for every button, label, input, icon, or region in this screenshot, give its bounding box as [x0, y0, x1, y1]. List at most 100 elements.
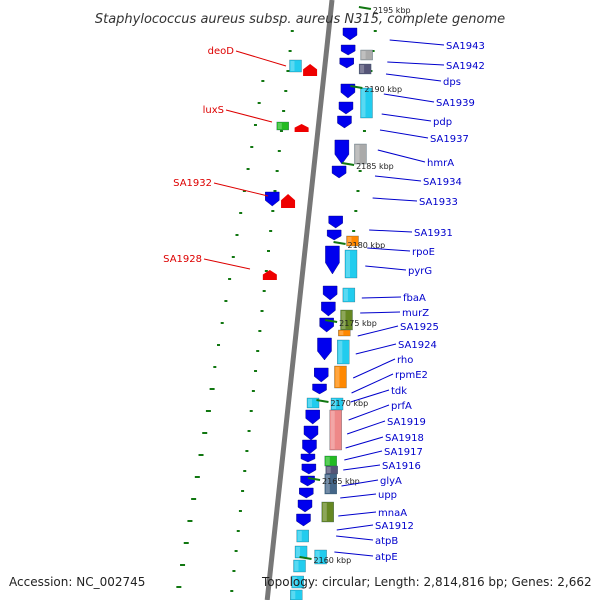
feature-dot [231, 256, 235, 258]
position-marker-label: 2195 kbp [373, 6, 411, 15]
gene-label-atpe[interactable]: atpE [375, 552, 398, 563]
feature-dot [254, 370, 258, 372]
gene-label-dps[interactable]: dps [443, 77, 461, 88]
gene-label-sa1919[interactable]: SA1919 [387, 417, 426, 428]
gene-label-sa1924[interactable]: SA1924 [398, 340, 437, 351]
gene-label-fbaa[interactable]: fbaA [403, 293, 426, 304]
gene-label-pdp[interactable]: pdp [433, 117, 452, 128]
gene-features-layer [262, 27, 373, 600]
gene-box-shade [339, 331, 344, 335]
gene-label-sa1916[interactable]: SA1916 [382, 461, 421, 472]
gene-arrow [331, 165, 347, 179]
gene-feature [281, 194, 296, 208]
feature-dot [194, 476, 200, 478]
gene-arrow [317, 337, 332, 361]
label-leader-sa1924 [355, 343, 397, 355]
gene-label-sa1942[interactable]: SA1942 [446, 61, 485, 72]
feature-dot [249, 410, 253, 412]
position-marker-label: 2165 kbp [322, 477, 360, 486]
gene-label-sa1928[interactable]: SA1928 [163, 254, 202, 265]
feature-dot [286, 70, 290, 72]
feature-dot [267, 250, 270, 252]
gene-label-sa1943[interactable]: SA1943 [446, 41, 485, 52]
gene-box-shade [296, 547, 301, 557]
gene-label-sa1912[interactable]: SA1912 [375, 521, 414, 532]
gene-box-shade [355, 145, 360, 163]
feature-dot [235, 234, 239, 236]
gene-arrow [297, 499, 313, 513]
feature-dot [356, 190, 360, 192]
gene-box [306, 397, 320, 409]
gene-arrow [312, 383, 327, 395]
label-leaders-layer [203, 39, 445, 557]
feature-dot [288, 50, 292, 52]
gene-label-atpb[interactable]: atpB [375, 536, 398, 547]
gene-box [321, 501, 334, 523]
label-leader-pyrg [365, 265, 407, 271]
gene-arrow [334, 139, 350, 165]
gene-arrow [303, 425, 319, 441]
gene-label-hmra[interactable]: hmrA [427, 158, 454, 169]
gene-box-shade [361, 51, 366, 59]
gene-box-shade [297, 531, 302, 541]
gene-label-pyrg[interactable]: pyrG [408, 266, 432, 277]
feature-dot [284, 90, 288, 92]
gene-box-shade [308, 399, 313, 407]
gene-box-shade [347, 237, 352, 245]
gene-label-sa1939[interactable]: SA1939 [436, 98, 475, 109]
gene-box-shade [332, 399, 337, 409]
label-leader-sa1912 [336, 524, 374, 531]
gene-label-mnaa[interactable]: mnaA [378, 508, 407, 519]
gene-label-tdk[interactable]: tdk [391, 386, 407, 397]
gene-label-sa1925[interactable]: SA1925 [400, 322, 439, 333]
label-leader-sa1916 [343, 464, 381, 471]
label-leader-sa1942 [387, 61, 445, 66]
gene-arrow [265, 191, 280, 207]
feature-dot [239, 212, 243, 214]
gene-arrow [337, 115, 352, 129]
gene-label-upp[interactable]: upp [378, 490, 397, 501]
gene-label-luxs[interactable]: luxS [203, 105, 224, 116]
label-leader-sa1918 [345, 436, 384, 449]
gene-label-sa1917[interactable]: SA1917 [384, 447, 423, 458]
position-tick [350, 85, 363, 89]
label-leader-sa1931 [369, 229, 413, 233]
gene-arrow [302, 439, 317, 455]
gene-label-glya[interactable]: glyA [380, 476, 402, 487]
gene-label-sa1937[interactable]: SA1937 [430, 134, 469, 145]
gene-box [344, 249, 358, 279]
gene-label-sa1932[interactable]: SA1932 [173, 178, 212, 189]
feature-dot [362, 130, 366, 132]
gene-label-prfa[interactable]: prfA [391, 401, 412, 412]
gene-box [337, 339, 350, 365]
gene-box [334, 365, 347, 389]
label-leader-pdp [381, 113, 432, 122]
label-leader-prfa [348, 404, 390, 421]
gene-arrow [326, 229, 342, 241]
feature-dot [261, 80, 265, 82]
feature-dot [258, 330, 262, 332]
gene-label-sa1934[interactable]: SA1934 [423, 177, 462, 188]
gene-box [276, 121, 289, 131]
gene-label-rpoe[interactable]: rpoE [412, 247, 435, 258]
feature-dot [220, 322, 224, 324]
position-tick [324, 319, 338, 323]
gene-label-sa1931[interactable]: SA1931 [414, 228, 453, 239]
gene-label-murz[interactable]: murZ [402, 308, 429, 319]
feature-dot [234, 550, 238, 552]
gene-label-rho[interactable]: rho [397, 355, 413, 366]
feature-dot [176, 586, 182, 588]
gene-label-sa1933[interactable]: SA1933 [419, 197, 458, 208]
gene-label-sa1918[interactable]: SA1918 [385, 433, 424, 444]
feature-dot [247, 430, 251, 432]
gene-label-rpme2[interactable]: rpmE2 [395, 370, 428, 381]
label-leader-hmra [377, 149, 426, 163]
feature-dot [264, 270, 268, 272]
gene-box-shade [325, 457, 330, 465]
gene-label-deod[interactable]: deoD [208, 46, 235, 57]
gene-box [360, 49, 373, 61]
gene-box-shade [315, 551, 320, 563]
gene-box [289, 59, 302, 73]
